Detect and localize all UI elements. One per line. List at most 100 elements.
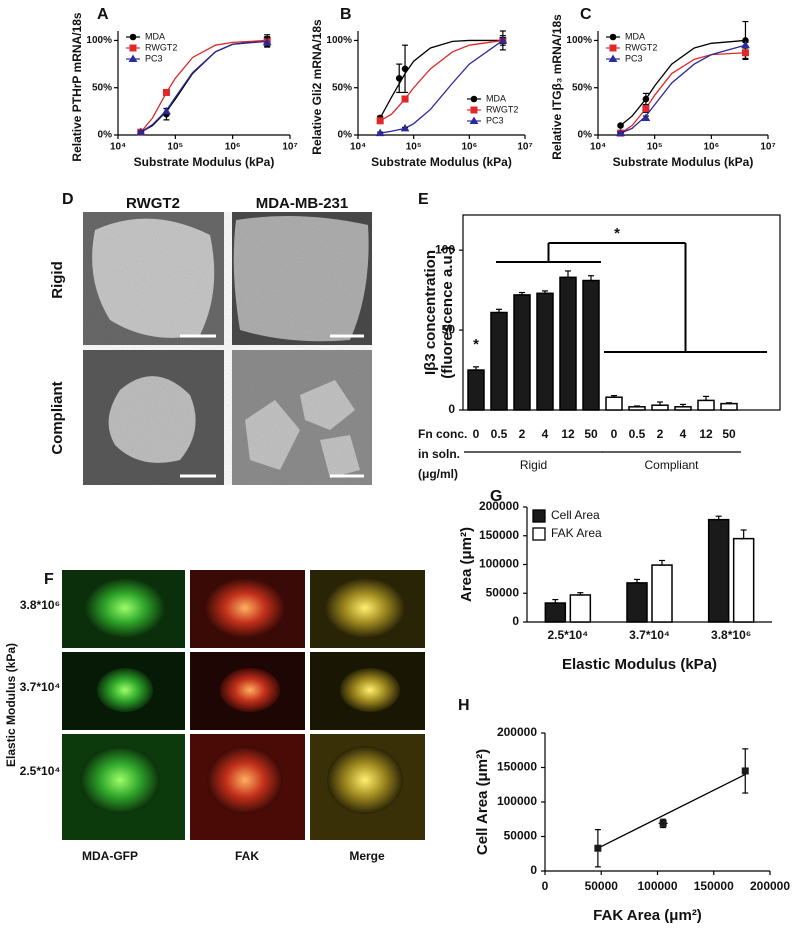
- x-tick-label: 150000: [694, 879, 734, 893]
- marker: [642, 105, 650, 113]
- group-label: Rigid: [520, 458, 547, 472]
- marker: [162, 88, 170, 96]
- marker: [136, 127, 146, 136]
- y-tick-label: 100%: [86, 35, 112, 46]
- marker: [498, 35, 508, 44]
- marker: [395, 74, 403, 82]
- y-tick-label: 100%: [326, 35, 352, 46]
- legend-marker: [128, 54, 138, 62]
- x-tick-label: 0: [611, 427, 618, 441]
- y-tick-label: 50%: [332, 82, 352, 93]
- x-tick-label: 10⁴: [350, 142, 366, 153]
- y-tick-label: 50: [442, 322, 456, 336]
- y-tick-label: 0: [530, 863, 537, 877]
- marker: [376, 117, 384, 125]
- x-tick-label: 200000: [750, 879, 790, 893]
- y-tick-label: 50000: [486, 585, 520, 599]
- panel-letter: E: [418, 191, 429, 208]
- bar: [569, 594, 592, 623]
- x-tick-label: 10⁶: [461, 142, 477, 153]
- legend-swatch: [532, 509, 546, 523]
- legend-marker: [470, 95, 478, 103]
- bar: [605, 396, 623, 411]
- x-tick-label: 50: [584, 427, 598, 441]
- x-tick-label: 10⁵: [167, 142, 183, 153]
- marker: [616, 128, 625, 137]
- column-label: MDA-GFP: [82, 849, 138, 863]
- bar: [732, 537, 755, 623]
- x-tick-label: 50000: [585, 879, 619, 893]
- x-axis-label: in soln.: [418, 447, 460, 461]
- y-tick-label: 50%: [92, 82, 112, 93]
- y-tick-label: 0%: [98, 130, 113, 141]
- bar: [626, 582, 648, 623]
- legend-label: RWGT2: [625, 42, 657, 52]
- bar: [697, 399, 715, 411]
- row-label: Rigid: [49, 261, 66, 299]
- x-axis-label: Substrate Modulus (kPa): [134, 155, 275, 169]
- y-tick-label: 200000: [497, 725, 537, 739]
- y-tick-label: 150000: [479, 528, 519, 542]
- marker: [741, 40, 750, 49]
- x-tick-label: 2.5*10⁴: [548, 628, 589, 642]
- x-tick-label: 10⁷: [760, 142, 775, 153]
- x-tick-label: 2: [519, 427, 526, 441]
- x-axis-label: Elastic Modulus (kPa): [562, 656, 717, 673]
- legend-label: PC3: [486, 115, 504, 125]
- x-tick-label: 4: [680, 427, 687, 441]
- panel-letter: F: [44, 571, 54, 588]
- fit-curve: [380, 39, 504, 134]
- marker: [641, 113, 651, 121]
- bar: [651, 564, 673, 623]
- legend-label: RWGT2: [145, 42, 177, 52]
- panel-letter: B: [340, 6, 352, 23]
- marker: [741, 49, 749, 57]
- bar: [707, 518, 730, 623]
- column-label: RWGT2: [126, 195, 180, 212]
- y-axis-label: Area (μm²): [458, 527, 475, 602]
- panel-letter: C: [580, 6, 592, 23]
- x-tick-label: 3.7*10⁴: [629, 628, 670, 642]
- x-tick-label: 10⁵: [406, 142, 422, 153]
- legend-label: RWGT2: [486, 104, 518, 114]
- x-tick-label: 0.5: [491, 427, 508, 441]
- legend-marker: [129, 44, 137, 52]
- bar: [513, 294, 531, 411]
- legend-label: FAK Area: [551, 526, 602, 540]
- y-axis-label: Cell Area (μm²): [474, 749, 491, 855]
- row-label: 2.5*10⁴: [20, 764, 61, 778]
- y-axis-label: Relative ITGβ₃ mRNA/18s: [550, 14, 564, 160]
- x-tick-label: 0: [473, 427, 480, 441]
- x-tick-label: 3.8*10⁶: [711, 628, 751, 642]
- bar: [559, 276, 577, 411]
- annotation: *: [614, 225, 620, 242]
- fit-curve: [140, 40, 268, 133]
- legend-label: PC3: [145, 53, 163, 63]
- x-tick-label: 2: [657, 427, 664, 441]
- panel-f: F Elastic Modulus (kPa) 3.8*10⁶ 3.7*10⁴ …: [4, 570, 425, 863]
- x-tick-label: 50: [722, 427, 736, 441]
- x-axis-label: Fn conc.: [418, 427, 467, 441]
- panel-letter: A: [97, 6, 109, 23]
- y-tick-label: 100000: [479, 557, 519, 571]
- fit-curve: [379, 39, 503, 119]
- x-axis-label: (μg/ml): [418, 467, 458, 481]
- bar: [544, 602, 567, 623]
- legend-marker: [129, 33, 137, 41]
- row-label: Compliant: [49, 381, 66, 454]
- legend-swatch: [532, 527, 546, 541]
- x-tick-label: 0.5: [629, 427, 646, 441]
- x-tick-label: 10⁷: [282, 142, 297, 153]
- x-tick-label: 12: [561, 427, 575, 441]
- x-axis-label: Substrate Modulus (kPa): [371, 155, 512, 169]
- fit-curve: [620, 52, 746, 134]
- y-tick-label: 150000: [497, 760, 537, 774]
- x-tick-label: 10⁵: [647, 142, 663, 153]
- y-tick-label: 0: [448, 402, 455, 416]
- y-tick-label: 50%: [572, 82, 592, 93]
- row-axis-label: Elastic Modulus (kPa): [4, 643, 18, 767]
- y-tick-label: 100%: [566, 35, 592, 46]
- micrograph: [83, 212, 372, 485]
- bar: [467, 369, 485, 411]
- marker: [659, 819, 667, 827]
